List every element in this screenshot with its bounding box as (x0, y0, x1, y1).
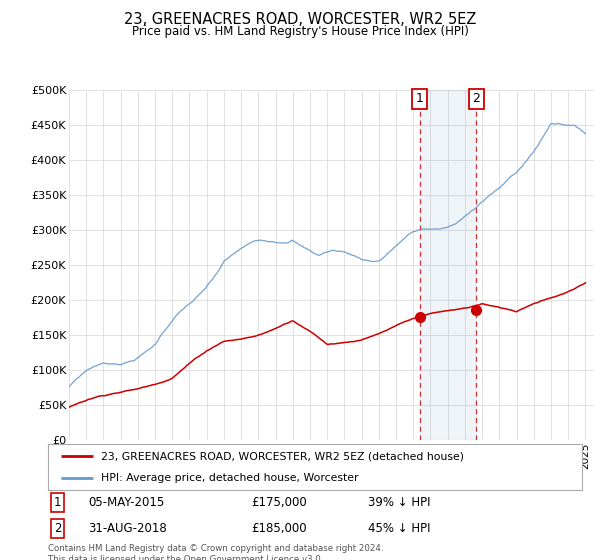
Text: 1: 1 (54, 496, 61, 509)
Text: £175,000: £175,000 (251, 496, 307, 509)
Text: £185,000: £185,000 (251, 522, 307, 535)
Text: Contains HM Land Registry data © Crown copyright and database right 2024.
This d: Contains HM Land Registry data © Crown c… (48, 544, 383, 560)
Text: 39% ↓ HPI: 39% ↓ HPI (368, 496, 431, 509)
Text: HPI: Average price, detached house, Worcester: HPI: Average price, detached house, Worc… (101, 473, 359, 483)
Text: 2: 2 (472, 92, 480, 105)
Text: 31-AUG-2018: 31-AUG-2018 (88, 522, 167, 535)
Text: 2: 2 (54, 522, 61, 535)
Text: 1: 1 (416, 92, 424, 105)
Text: 23, GREENACRES ROAD, WORCESTER, WR2 5EZ: 23, GREENACRES ROAD, WORCESTER, WR2 5EZ (124, 12, 476, 27)
Text: 45% ↓ HPI: 45% ↓ HPI (368, 522, 431, 535)
Text: 05-MAY-2015: 05-MAY-2015 (88, 496, 164, 509)
Text: 23, GREENACRES ROAD, WORCESTER, WR2 5EZ (detached house): 23, GREENACRES ROAD, WORCESTER, WR2 5EZ … (101, 451, 464, 461)
Text: Price paid vs. HM Land Registry's House Price Index (HPI): Price paid vs. HM Land Registry's House … (131, 25, 469, 38)
Bar (419, 90, 476, 440)
